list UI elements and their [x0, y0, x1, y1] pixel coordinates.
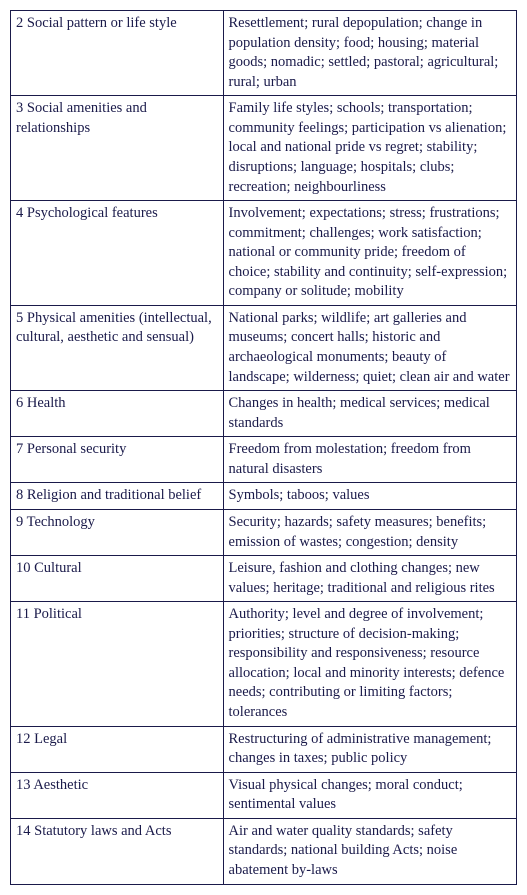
- category-cell: 13 Aesthetic: [11, 772, 224, 818]
- table-row: 13 Aesthetic Visual physical changes; mo…: [11, 772, 517, 818]
- row-number: 11: [16, 606, 30, 622]
- description-cell: Changes in health; medical services; med…: [223, 391, 516, 437]
- row-number: 2: [16, 15, 23, 31]
- description-cell: Involvement; expectations; stress; frust…: [223, 201, 516, 306]
- category-cell: 5 Physical amenities (intellectual, cult…: [11, 305, 224, 390]
- category-cell: 14 Statutory laws and Acts: [11, 818, 224, 884]
- row-number: 7: [16, 441, 23, 457]
- row-number: 13: [16, 777, 31, 793]
- table-row: 7 Personal security Freedom from molesta…: [11, 437, 517, 483]
- category-cell: 7 Personal security: [11, 437, 224, 483]
- description-cell: Leisure, fashion and clothing changes; n…: [223, 556, 516, 602]
- table-row: 10 Cultural Leisure, fashion and clothin…: [11, 556, 517, 602]
- row-number: 14: [16, 823, 31, 839]
- description-cell: Security; hazards; safety measures; bene…: [223, 509, 516, 555]
- description-cell: Family life styles; schools; transportat…: [223, 96, 516, 201]
- table-row: 14 Statutory laws and Acts Air and water…: [11, 818, 517, 884]
- category-name: Social pattern or life style: [27, 15, 177, 31]
- table-body: 2 Social pattern or life style Resettlem…: [11, 11, 517, 885]
- row-number: 10: [16, 560, 31, 576]
- category-cell: 12 Legal: [11, 726, 224, 772]
- category-cell: 3 Social amenities and relationships: [11, 96, 224, 201]
- category-name: Statutory laws and Acts: [34, 823, 171, 839]
- table-row: 5 Physical amenities (intellectual, cult…: [11, 305, 517, 390]
- table-row: 6 Health Changes in health; medical serv…: [11, 391, 517, 437]
- category-name: Legal: [34, 731, 67, 747]
- table-row: 3 Social amenities and relationships Fam…: [11, 96, 517, 201]
- table-row: 11 Political Authority; level and degree…: [11, 602, 517, 726]
- category-name: Political: [34, 606, 82, 622]
- description-cell: Resettlement; rural depopulation; change…: [223, 11, 516, 96]
- category-name: Social amenities and relationships: [16, 100, 147, 136]
- category-table: 2 Social pattern or life style Resettlem…: [10, 10, 517, 885]
- category-cell: 6 Health: [11, 391, 224, 437]
- description-cell: Air and water quality standards; safety …: [223, 818, 516, 884]
- description-cell: Authority; level and degree of involveme…: [223, 602, 516, 726]
- table-row: 9 Technology Security; hazards; safety m…: [11, 509, 517, 555]
- category-name: Health: [27, 395, 66, 411]
- category-cell: 2 Social pattern or life style: [11, 11, 224, 96]
- category-cell: 10 Cultural: [11, 556, 224, 602]
- category-cell: 8 Religion and traditional belief: [11, 483, 224, 510]
- category-name: Technology: [27, 514, 95, 530]
- category-name: Personal security: [27, 441, 126, 457]
- description-cell: Visual physical changes; moral conduct; …: [223, 772, 516, 818]
- description-cell: Symbols; taboos; values: [223, 483, 516, 510]
- category-cell: 9 Technology: [11, 509, 224, 555]
- row-number: 12: [16, 731, 31, 747]
- description-cell: Freedom from molestation; freedom from n…: [223, 437, 516, 483]
- table-row: 12 Legal Restructuring of administrative…: [11, 726, 517, 772]
- row-number: 4: [16, 205, 23, 221]
- category-cell: 11 Political: [11, 602, 224, 726]
- table-row: 8 Religion and traditional belief Symbol…: [11, 483, 517, 510]
- row-number: 9: [16, 514, 23, 530]
- category-cell: 4 Psychological features: [11, 201, 224, 306]
- category-name: Physical amenities (intellectual, cultur…: [16, 310, 212, 346]
- category-name: Aesthetic: [33, 777, 88, 793]
- row-number: 3: [16, 100, 23, 116]
- table-row: 2 Social pattern or life style Resettlem…: [11, 11, 517, 96]
- table-row: 4 Psychological features Involvement; ex…: [11, 201, 517, 306]
- category-name: Psychological features: [27, 205, 158, 221]
- description-cell: National parks; wildlife; art galleries …: [223, 305, 516, 390]
- description-cell: Restructuring of administrative manageme…: [223, 726, 516, 772]
- row-number: 6: [16, 395, 23, 411]
- category-name: Religion and traditional belief: [27, 487, 201, 503]
- row-number: 5: [16, 310, 23, 326]
- category-name: Cultural: [34, 560, 82, 576]
- row-number: 8: [16, 487, 23, 503]
